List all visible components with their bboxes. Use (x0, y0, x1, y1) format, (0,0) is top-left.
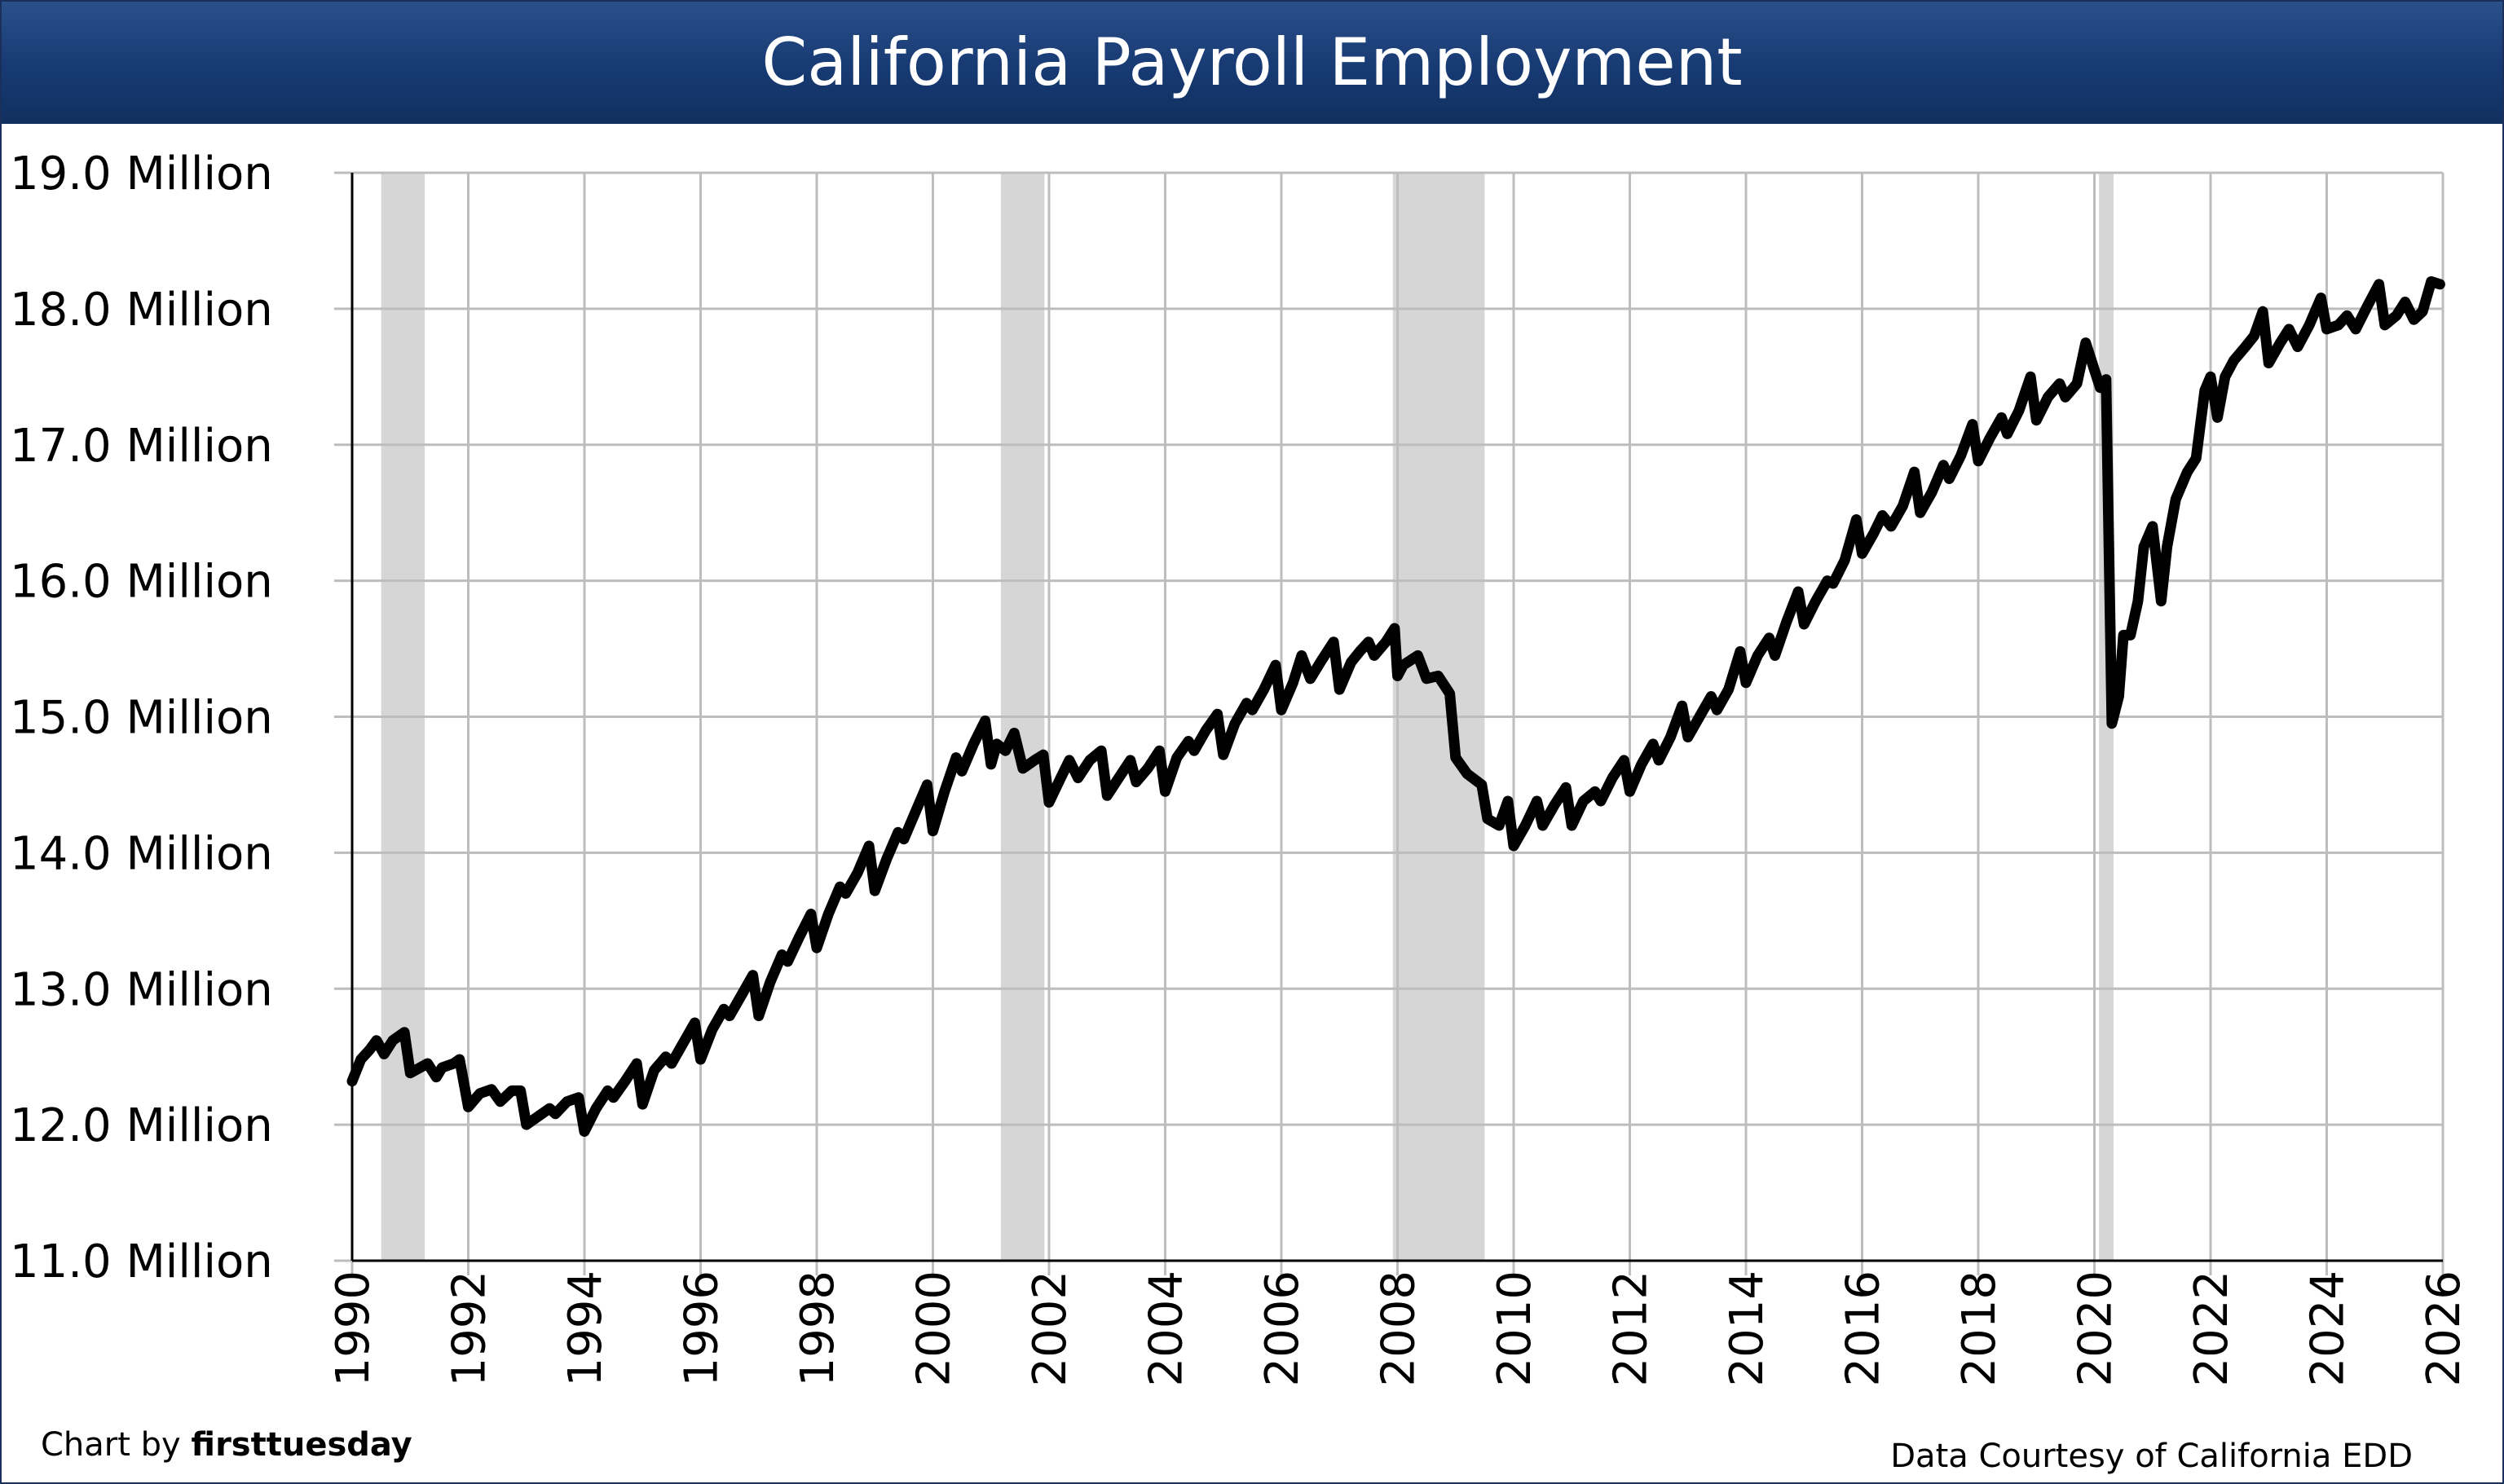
y-tick-label: 15.0 Million (10, 692, 273, 745)
y-tick-label: 12.0 Million (10, 1099, 273, 1152)
chart-title: California Payroll Employment (761, 24, 1743, 100)
y-tick-label: 18.0 Million (10, 284, 273, 337)
x-tick-labels: 1990 1992 1994 1996 1998 2000 2002 2004 2006 2008… (327, 1270, 2471, 1387)
gridlines (334, 171, 2444, 1275)
x-tick-label: 2000 (908, 1270, 961, 1387)
y-tick-label: 17.0 Million (10, 420, 273, 473)
y-tick-label: 14.0 Million (10, 827, 273, 880)
x-tick-label: 2026 (2418, 1270, 2471, 1387)
x-tick-label: 2024 (2302, 1270, 2355, 1387)
x-tick-label: 1992 (443, 1270, 496, 1387)
credit-brand: firsttuesday (191, 1426, 412, 1464)
x-tick-label: 2014 (1721, 1270, 1774, 1387)
x-tick-label: 2006 (1256, 1270, 1309, 1387)
y-tick-label: 13.0 Million (10, 963, 273, 1016)
chart-credit: Chart by firsttuesday (41, 1426, 412, 1464)
series-line (346, 276, 2445, 1137)
y-tick-label: 11.0 Million (10, 1235, 273, 1288)
series-layer (346, 276, 2445, 1137)
y-tick-label: 16.0 Million (10, 556, 273, 609)
x-tick-label: 1998 (791, 1270, 844, 1387)
x-tick-label: 2008 (1373, 1270, 1426, 1387)
y-tick-labels: 11.0 Million 12.0 Million 13.0 Million 14.0… (10, 148, 273, 1288)
x-tick-label: 2012 (1605, 1270, 1658, 1387)
x-tick-label: 1990 (327, 1270, 380, 1387)
title-bar: California Payroll Employment (2, 2, 2502, 124)
credit-prefix: Chart by (41, 1426, 192, 1464)
x-tick-label: 2004 (1140, 1270, 1193, 1387)
y-tick-label: 19.0 Million (10, 148, 273, 200)
x-tick-label: 1994 (559, 1270, 612, 1387)
x-tick-label: 2018 (1953, 1270, 2006, 1387)
x-tick-label: 2022 (2185, 1270, 2238, 1387)
x-tick-label: 2002 (1024, 1270, 1077, 1387)
x-tick-label: 2010 (1488, 1270, 1541, 1387)
x-tick-label: 1996 (676, 1270, 729, 1387)
x-tick-label: 2020 (2070, 1270, 2123, 1387)
x-tick-label: 2016 (1837, 1270, 1890, 1387)
data-source: Data Courtesy of California EDD (1890, 1438, 2413, 1475)
